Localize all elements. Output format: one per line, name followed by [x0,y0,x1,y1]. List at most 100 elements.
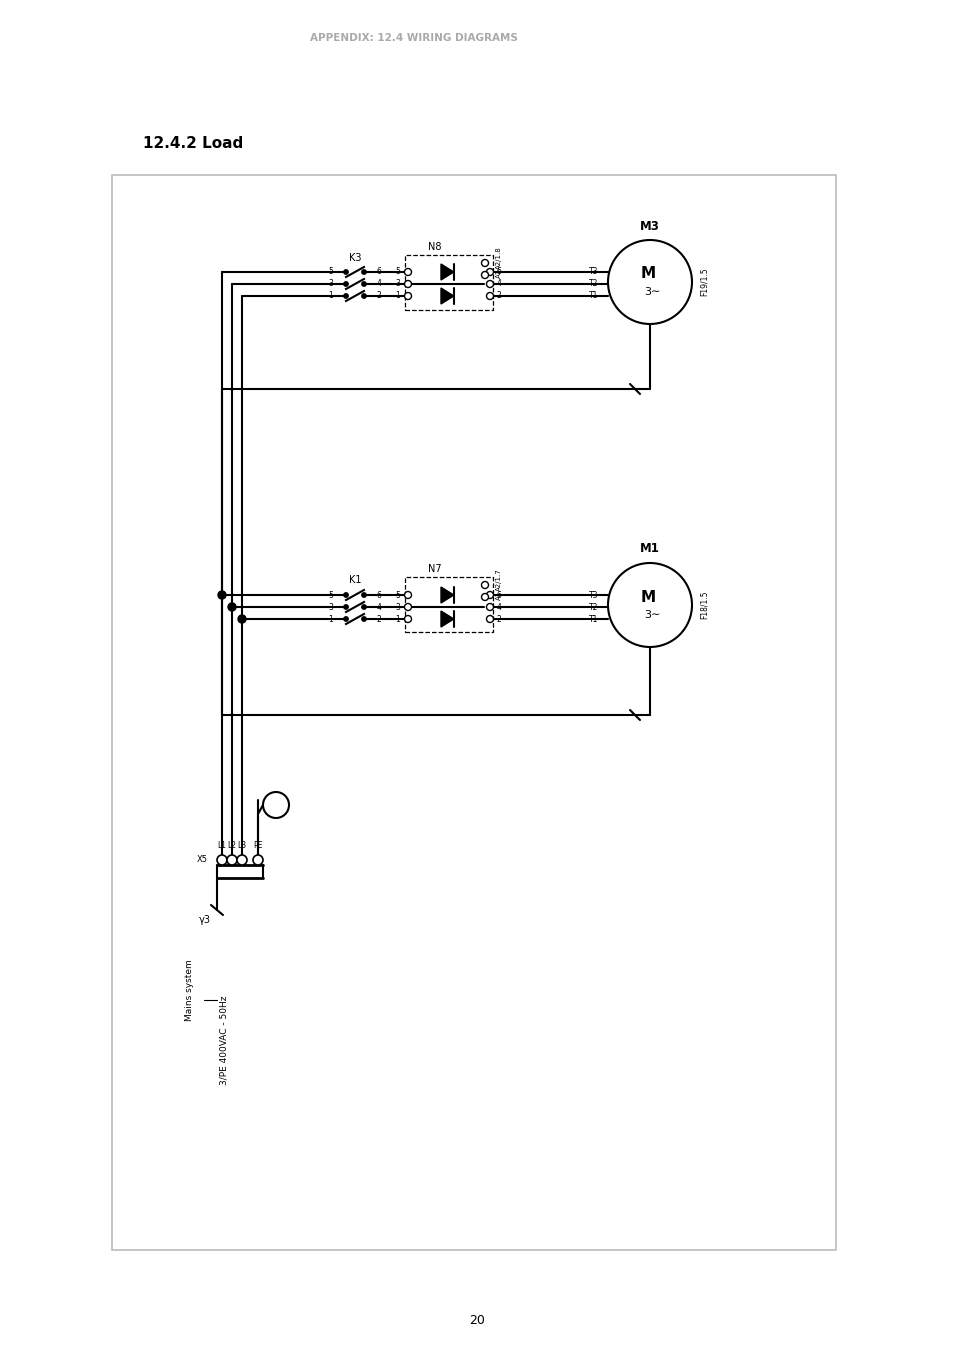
Polygon shape [440,611,454,627]
Text: N8: N8 [428,242,441,253]
Text: 12.4.2 Load: 12.4.2 Load [143,135,243,150]
Text: F19/1.5: F19/1.5 [699,267,708,296]
Circle shape [486,293,493,300]
Circle shape [343,282,348,286]
Text: 3∼: 3∼ [643,286,659,297]
Circle shape [361,605,366,609]
Circle shape [607,240,691,324]
Text: 2: 2 [497,615,501,624]
Text: L1: L1 [217,842,226,851]
Circle shape [481,272,488,278]
Polygon shape [440,586,454,603]
Polygon shape [440,288,454,304]
Circle shape [404,616,411,623]
Text: M3: M3 [639,219,659,232]
Circle shape [404,281,411,288]
Text: 6: 6 [376,267,381,277]
Polygon shape [440,263,454,280]
Circle shape [486,616,493,623]
Circle shape [404,604,411,611]
Circle shape [404,293,411,300]
Text: Mains system: Mains system [185,959,194,1021]
Circle shape [481,581,488,589]
Circle shape [237,615,246,623]
Text: 5: 5 [395,590,399,600]
Text: APPENDIX: 12.4 WIRING DIAGRAMS: APPENDIX: 12.4 WIRING DIAGRAMS [310,32,517,43]
Text: 5: 5 [328,267,333,277]
Circle shape [236,855,247,865]
Circle shape [343,593,348,597]
Circle shape [361,282,366,286]
Text: 2: 2 [376,292,381,300]
Text: T2: T2 [588,280,598,289]
Circle shape [343,270,348,274]
Circle shape [361,270,366,274]
Text: 3: 3 [328,603,333,612]
Bar [405,577,493,632]
Circle shape [228,603,235,611]
Text: 20: 20 [469,1313,484,1327]
Circle shape [404,269,411,276]
Circle shape [263,792,289,817]
Text: 6: 6 [376,590,381,600]
Text: γ3: γ3 [199,915,211,925]
Text: 2: 2 [376,615,381,624]
Circle shape [227,855,236,865]
Text: 1: 1 [328,292,333,300]
Circle shape [343,293,348,299]
Text: T1: T1 [588,292,598,300]
Circle shape [218,590,226,598]
Circle shape [486,604,493,611]
Circle shape [361,617,366,621]
Circle shape [404,592,411,598]
Circle shape [481,593,488,600]
Text: 3/PE 400VAC - 50Hz: 3/PE 400VAC - 50Hz [219,996,229,1085]
Circle shape [486,281,493,288]
Text: T2: T2 [588,603,598,612]
Text: 4: 4 [497,603,501,612]
Circle shape [361,293,366,299]
Circle shape [343,605,348,609]
Bar [112,176,835,1250]
Text: T1: T1 [588,615,598,624]
Text: K1: K1 [349,576,361,585]
Text: 3: 3 [395,280,399,289]
Bar [405,255,493,309]
Circle shape [343,617,348,621]
Text: M1: M1 [639,543,659,555]
Text: 6: 6 [497,590,501,600]
Text: 1: 1 [395,292,399,300]
Text: 1: 1 [395,615,399,624]
Text: 4: 4 [376,603,381,612]
Text: A1: A1 [496,590,501,600]
Text: L2: L2 [227,842,236,851]
Text: 3: 3 [395,603,399,612]
Text: 1: 1 [328,615,333,624]
Text: N7: N7 [428,563,441,574]
Text: M: M [639,266,655,281]
Text: 3: 3 [328,280,333,289]
Text: 5: 5 [328,590,333,600]
Text: PE: PE [253,842,262,851]
Text: 4: 4 [376,280,381,289]
Text: 3∼: 3∼ [643,611,659,620]
Circle shape [216,855,227,865]
Text: A2/1.8: A2/1.8 [496,247,501,269]
Text: 4: 4 [497,280,501,289]
Circle shape [253,855,263,865]
Text: T3: T3 [588,267,598,277]
Circle shape [486,592,493,598]
Text: X5: X5 [196,855,208,865]
Text: L3: L3 [237,842,246,851]
Circle shape [361,593,366,597]
Text: A2/1.7: A2/1.7 [496,569,501,592]
Text: A1: A1 [496,269,501,277]
Text: 5: 5 [395,267,399,277]
Circle shape [481,259,488,266]
Circle shape [486,269,493,276]
Text: F18/1.5: F18/1.5 [699,590,708,619]
Text: M: M [639,589,655,604]
Text: T3: T3 [588,590,598,600]
Circle shape [607,563,691,647]
Text: 2: 2 [497,292,501,300]
